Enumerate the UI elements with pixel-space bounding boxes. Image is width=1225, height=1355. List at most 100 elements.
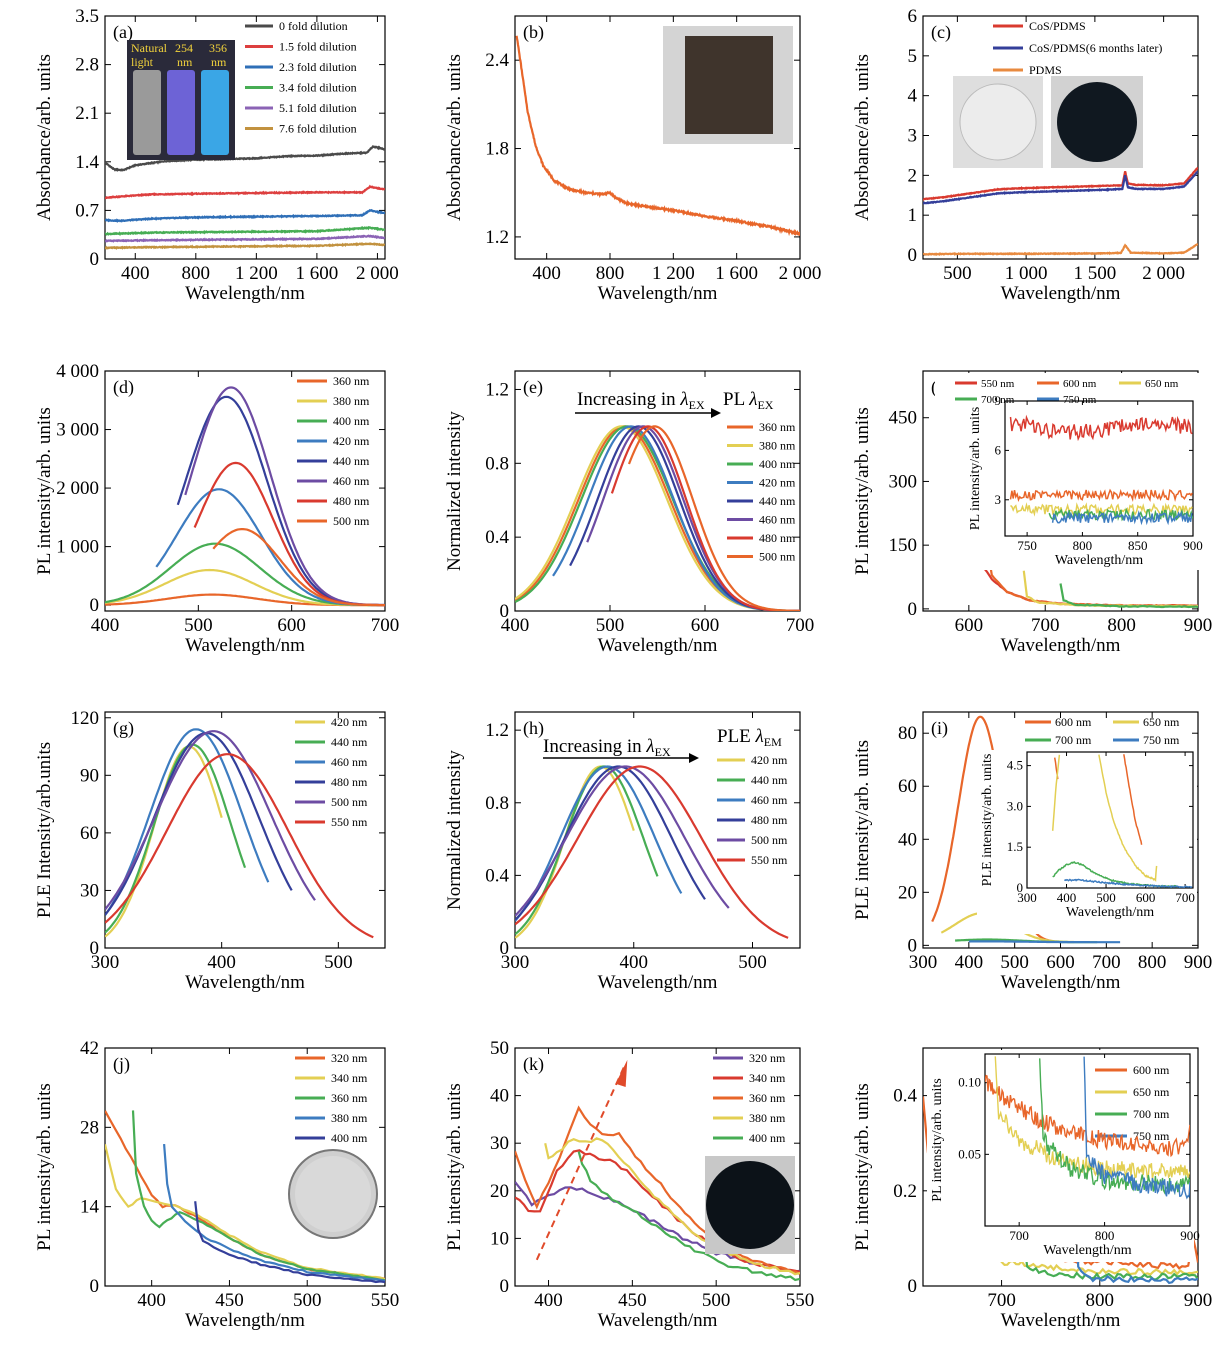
legend-entry: 360 nm xyxy=(759,420,796,434)
legend-entry: 380 nm xyxy=(331,1111,368,1125)
y-tick-label: 30 xyxy=(490,1133,509,1154)
y-tick-label: 50 xyxy=(490,1038,509,1059)
inset-legend-entry: 700 nm xyxy=(981,394,1015,406)
y-tick-label: 450 xyxy=(889,408,918,429)
x-axis-label: Wavelength/nm xyxy=(1043,1243,1131,1258)
inset-legend-entry: 650 nm xyxy=(1133,1085,1170,1099)
x-axis-label: Wavelength/nm xyxy=(185,283,305,304)
y-tick-label: 0 xyxy=(908,935,918,956)
panel-1: 400 800 1 200 1 600 2 000 1.2 1.8 2.4 Wavelength… xyxy=(444,15,821,304)
y-tick-label: 3 xyxy=(908,126,918,147)
legend-entry: 440 nm xyxy=(333,454,370,468)
y-axis-label: PLE intensity/arb. units xyxy=(980,754,995,887)
y-tick-label: 3 000 xyxy=(56,420,99,441)
y-tick-label: 28 xyxy=(80,1117,99,1138)
y-tick-label: 0 xyxy=(90,249,100,270)
panel-label: (h) xyxy=(523,718,544,739)
y-tick-label: 5 xyxy=(908,46,918,67)
series-line xyxy=(515,425,800,611)
arrow-annotation: Increasing in λEX xyxy=(577,389,705,412)
x-axis-label: Wavelength/nm xyxy=(598,1310,718,1331)
y-tick-label: 60 xyxy=(898,776,917,797)
plot-frame xyxy=(104,711,386,949)
y-axis-label: PL intensity/arb. units xyxy=(34,1083,55,1251)
y-tick-label: 14 xyxy=(80,1197,100,1218)
panel-label: (j) xyxy=(113,1054,130,1075)
y-tick-label: 0.4 xyxy=(485,865,509,886)
legend-entry: 320 nm xyxy=(749,1051,786,1065)
x-tick-label: 800 xyxy=(1086,1290,1115,1311)
legend-entry: 480 nm xyxy=(331,775,368,789)
x-tick-label: 500 xyxy=(293,1290,322,1311)
y-tick-label: 6 xyxy=(908,6,918,27)
legend-entry: 700 nm xyxy=(1055,733,1092,747)
x-tick-label: 700 xyxy=(786,615,815,636)
panel-label: (e) xyxy=(523,377,543,398)
series-line xyxy=(131,1110,385,1282)
photo-caption: nm xyxy=(211,55,227,69)
legend-entry: 420 nm xyxy=(333,434,370,448)
x-tick-label: 900 xyxy=(1184,615,1213,636)
y-axis-label: Absorbance/arb. units xyxy=(852,54,873,221)
y-tick-label: 0.4 xyxy=(893,1086,917,1107)
inset-legend-entry: 650 nm xyxy=(1145,378,1179,390)
x-axis-label: Wavelength/nm xyxy=(598,635,718,656)
plot-frame xyxy=(514,1047,801,1287)
legend-entry: 440 nm xyxy=(759,494,796,508)
legend-entry: PDMS xyxy=(1029,63,1062,77)
y-tick-label: 1 xyxy=(908,205,918,226)
tag-text: PLE xyxy=(717,726,756,747)
inset-legend-entry: 700 nm xyxy=(1133,1107,1170,1121)
x-axis-label: Wavelength/nm xyxy=(598,283,718,304)
series-line xyxy=(923,243,1198,256)
inset-background xyxy=(935,373,1199,570)
x-tick-label: 600 xyxy=(277,615,306,636)
plot-frame xyxy=(104,1047,386,1287)
plot-frame xyxy=(922,1047,1199,1287)
y-tick-label: 150 xyxy=(889,535,918,556)
series-line xyxy=(515,765,730,917)
annotation-text: Increasing in xyxy=(577,389,680,410)
ple-tag: PLE λEM xyxy=(717,726,782,749)
x-tick-label: 700 xyxy=(1175,890,1195,905)
legend-entry: 480 nm xyxy=(759,531,796,545)
legend-entry: 460 nm xyxy=(333,474,370,488)
panel-5: 600 700 800 900 0 150 300 450 Wavelength/nm PL in… xyxy=(852,370,1213,656)
x-tick-label: 1 200 xyxy=(652,263,695,284)
x-tick-label: 450 xyxy=(618,1290,647,1311)
photo-caption: 356 xyxy=(209,41,227,55)
plot-frame xyxy=(514,15,801,260)
legend-entry: 7.6 fold dilution xyxy=(279,122,357,136)
panel-9: 400 450 500 550 0 14 28 42 Wavelength/nm PL inten… xyxy=(34,1038,399,1331)
panel-label: (b) xyxy=(523,22,544,43)
inset-series-line xyxy=(1051,510,1193,526)
legend-entry: 440 nm xyxy=(331,735,368,749)
y-tick-label: 0 xyxy=(90,595,100,616)
plot-frame xyxy=(514,370,801,612)
y-tick-label: 0.8 xyxy=(485,453,509,474)
x-tick-label: 600 xyxy=(691,615,720,636)
y-axis-label: PL intensity/arb. units xyxy=(930,1078,945,1202)
y-tick-label: 4.5 xyxy=(1007,758,1023,773)
x-tick-label: 900 xyxy=(1184,1290,1213,1311)
legend-entry: 750 nm xyxy=(1143,733,1180,747)
legend-entry: 360 nm xyxy=(333,374,370,388)
panel-inset-i: 300 400 500 600 700 0 1.5 3.0 4.5 Wavelength/nm PL… xyxy=(980,751,1195,920)
y-tick-label: 2 000 xyxy=(56,478,99,499)
x-tick-label: 400 xyxy=(501,615,530,636)
series-line xyxy=(515,35,800,237)
inset-background xyxy=(977,750,1197,934)
series-line xyxy=(923,170,1198,205)
annotation-symbol: λ xyxy=(679,389,688,410)
legend-entry: 420 nm xyxy=(331,715,368,729)
x-tick-label: 2 000 xyxy=(356,263,399,284)
x-tick-label: 1 600 xyxy=(715,263,758,284)
panel-3: 400 500 600 700 0 1 000 2 000 3 000 4 000 Wavelen… xyxy=(34,361,399,656)
legend-entry: 650 nm xyxy=(1143,715,1180,729)
arrow-head xyxy=(711,408,721,418)
legend-entry: 460 nm xyxy=(759,513,796,527)
panel-label: (c) xyxy=(931,22,951,43)
inset-series-line xyxy=(1098,754,1158,882)
inset-series-line xyxy=(1051,754,1061,831)
inset-series-line xyxy=(1009,414,1193,442)
